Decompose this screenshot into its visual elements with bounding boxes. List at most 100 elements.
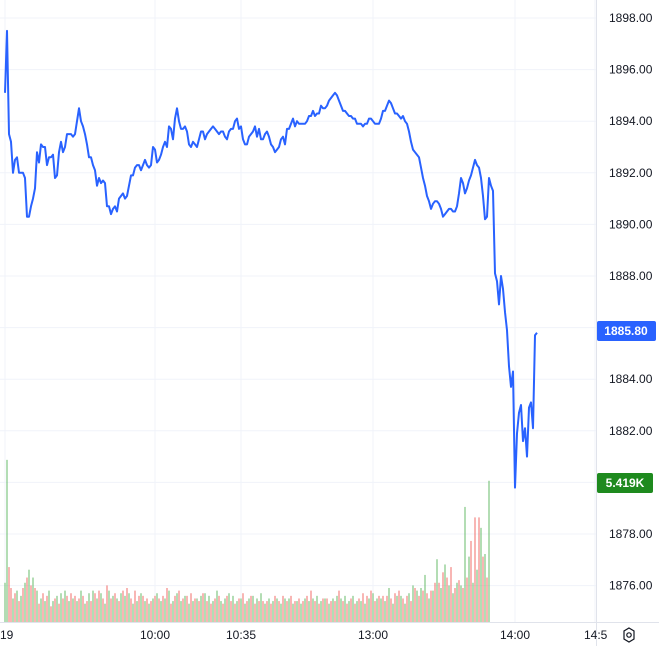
price-tick-label: 1884.00 (609, 372, 653, 386)
volume-bar (392, 603, 394, 622)
volume-bar (286, 601, 288, 622)
volume-bar (186, 595, 188, 622)
volume-bar (402, 598, 404, 622)
price-tick-label: 1888.00 (609, 269, 653, 283)
volume-bar (84, 603, 86, 622)
volume-bar (440, 588, 442, 622)
volume-bar (470, 540, 472, 622)
volume-bar (376, 598, 378, 622)
volume-bar (148, 603, 150, 622)
volume-bar (222, 603, 224, 622)
volume-bar (254, 603, 256, 622)
price-tick-label: 1896.00 (609, 63, 653, 77)
volume-bar (408, 593, 410, 622)
volume-bar (388, 588, 390, 622)
volume-bar (284, 598, 286, 622)
volume-bar (406, 595, 408, 622)
volume-bar (212, 601, 214, 622)
volume-bar (234, 603, 236, 622)
volume-bar (208, 595, 210, 622)
volume-bar (326, 598, 328, 622)
volume-bar (444, 564, 446, 622)
volume-bar (302, 601, 304, 622)
volume-bar (114, 593, 116, 622)
volume-bar (116, 598, 118, 622)
volume-bar (276, 598, 278, 622)
volume-bar (202, 593, 204, 622)
volume-bar (104, 603, 106, 622)
volume-bar (4, 582, 6, 622)
volume-bar (464, 506, 466, 622)
volume-bar (472, 582, 474, 622)
volume-bar (6, 459, 8, 622)
volume-bar (60, 593, 62, 622)
volume-bar (246, 601, 248, 622)
time-tick-label: 14:5 (584, 628, 608, 642)
volume-bar (488, 480, 490, 622)
time-tick-label: 19 (0, 628, 14, 642)
volume-bar (370, 590, 372, 622)
volume-bar (76, 601, 78, 622)
volume-bar (206, 601, 208, 622)
settings-button[interactable] (617, 624, 641, 646)
volume-bar (32, 577, 34, 622)
time-axis[interactable]: 19 10:00 10:35 13:00 14:00 14:5 (0, 628, 608, 642)
volume-bar (332, 598, 334, 622)
volume-bar (300, 603, 302, 622)
volume-bar (422, 590, 424, 622)
price-axis[interactable]: 1898.00 1896.00 1894.00 1892.00 1890.00 1888.… (609, 11, 653, 593)
volume-bar (66, 595, 68, 622)
volume-bar (428, 598, 430, 622)
volume-bar (396, 595, 398, 622)
volume-bar (48, 590, 50, 622)
volume-bar (126, 588, 128, 622)
volume-bar (358, 598, 360, 622)
volume-bar (152, 598, 154, 622)
volume-bar (382, 595, 384, 622)
volume-bar (414, 588, 416, 622)
volume-bar (356, 601, 358, 622)
volume-bar (404, 603, 406, 622)
volume-bar (360, 601, 362, 622)
price-tick-label: 1894.00 (609, 114, 653, 128)
volume-bar (268, 598, 270, 622)
volume-bar (278, 601, 280, 622)
volume-bar (336, 595, 338, 622)
volume-bar (122, 590, 124, 622)
volume-bar (482, 556, 484, 622)
volume-bar (96, 598, 98, 622)
price-tick-label: 1882.00 (609, 424, 653, 438)
volume-bar (162, 595, 164, 622)
volume-bar (238, 598, 240, 622)
price-tick-label: 1878.00 (609, 527, 653, 541)
time-tick-label: 14:00 (500, 628, 530, 642)
volume-bar (272, 601, 274, 622)
volume-bar (216, 590, 218, 622)
volume-bar (244, 603, 246, 622)
volume-bar (372, 593, 374, 622)
last-volume-tag: 5.419K (597, 473, 653, 493)
volume-bar (160, 601, 162, 622)
volume-bar (458, 580, 460, 622)
volume-bar (172, 601, 174, 622)
volume-bar (30, 585, 32, 622)
volume-bar (248, 598, 250, 622)
settings-gear-icon (623, 627, 635, 643)
volume-bar (128, 593, 130, 622)
volume-bar (78, 598, 80, 622)
volume-bar (196, 598, 198, 622)
volume-bar (62, 598, 64, 622)
volume-bar (436, 559, 438, 622)
volume-bar (176, 593, 178, 622)
volume-bar (354, 603, 356, 622)
volume-bar (8, 567, 10, 622)
volume-bar (484, 554, 486, 622)
volume-bar (214, 598, 216, 622)
volume-bar (86, 601, 88, 622)
volume-bar (190, 593, 192, 622)
volume-bar (10, 588, 12, 622)
volume-bar (350, 598, 352, 622)
volume-bar (228, 593, 230, 622)
volume-bar (110, 598, 112, 622)
